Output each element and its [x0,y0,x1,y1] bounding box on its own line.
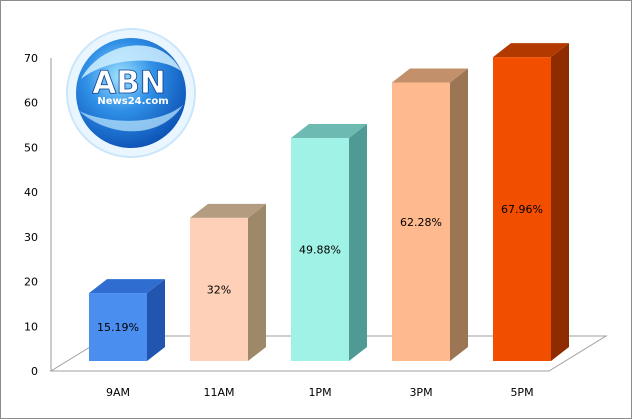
bar-top [493,43,569,58]
y-tick-label: 30 [24,231,38,244]
data-label: 49.88% [299,243,341,256]
bar-top [392,68,468,83]
y-tick-label: 50 [24,141,38,154]
y-tick-label: 20 [24,276,38,289]
bar-top [89,279,165,294]
bar [190,217,248,361]
y-tick-label: 40 [24,186,38,199]
bars: 15.19% 32% 49.88% 62.28% 67.96% [89,43,569,362]
y-tick-labels: 0 10 20 30 40 50 60 70 [24,52,38,378]
bar [291,137,349,361]
data-label: 62.28% [400,216,442,229]
x-tick-label: 1PM [308,386,331,399]
bar-side [450,68,468,361]
x-tick-label: 9AM [106,386,130,399]
y-tick-label: 60 [24,97,38,110]
x-tick-label: 5PM [510,386,533,399]
x-tick-labels: 9AM 11AM 1PM 3PM 5PM [106,386,534,399]
data-label: 67.96% [501,203,543,216]
logo-text: ABN [92,65,166,101]
x-tick-label: 11AM [203,386,234,399]
bar-side [248,203,266,361]
bar [392,82,450,361]
y-tick-label: 10 [24,320,38,333]
bar-side [147,279,165,361]
data-label: 15.19% [97,321,139,334]
logo-subtext: News24.com [97,96,168,107]
bar [493,57,551,362]
x-tick-label: 3PM [409,386,432,399]
bar-side [551,43,569,362]
y-tick-label: 70 [24,52,38,65]
data-label: 32% [207,283,231,296]
bar-top [190,203,266,218]
abn-news24-logo: ABN News24.com [66,28,196,158]
bar [89,293,147,361]
bar-top [291,123,367,138]
y-tick-label: 0 [31,365,38,378]
bar-side [349,123,367,361]
